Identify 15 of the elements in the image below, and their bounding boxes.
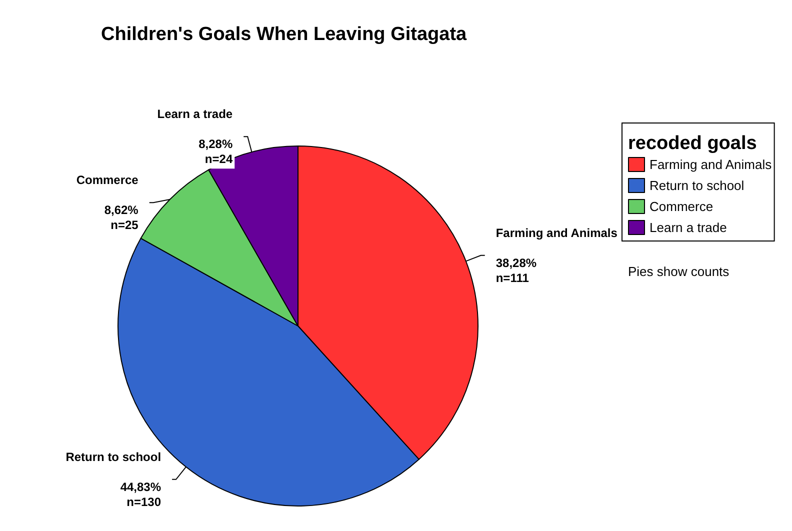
- slice-label: Commerce: [76, 173, 139, 188]
- legend-label: Commerce: [650, 199, 714, 214]
- slice-label: Learn a trade: [157, 107, 233, 122]
- legend-label: Return to school: [650, 178, 744, 193]
- legend-label: Farming and Animals: [650, 157, 772, 172]
- text: Pies show counts: [628, 264, 730, 279]
- slice-label: Return to school: [66, 450, 162, 464]
- data-label: 44,83% n=130: [120, 480, 162, 509]
- data-label: 8,62% n=25: [104, 203, 139, 232]
- legend-title: recoded goals: [628, 133, 757, 154]
- data-label: 38,28% n=111: [496, 256, 537, 285]
- legend-label: Learn a trade: [650, 220, 727, 235]
- data-label: 8,28% n=24: [198, 137, 233, 166]
- slice-label: Farming and Animals: [496, 226, 618, 240]
- chart-title: Children's Goals When Leaving Gitagata: [101, 24, 468, 45]
